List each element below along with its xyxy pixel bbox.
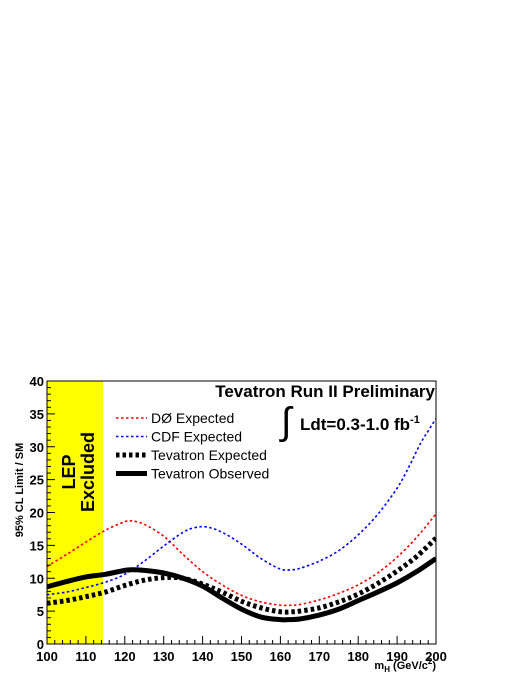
series-line-1 [47, 418, 436, 596]
x-tick-label: 200 [425, 649, 447, 664]
y-tick-label: 5 [37, 604, 44, 619]
x-tick-label: 130 [153, 649, 175, 664]
lep-excluded-label: LEP Excluded [59, 432, 98, 512]
legend-label-3: Tevatron Observed [151, 466, 269, 482]
x-axis-title-sup: 2 [428, 657, 433, 666]
x-axis-title-unit: (GeV/c [390, 660, 428, 672]
x-tick-label: 120 [114, 649, 136, 664]
x-tick-label: 170 [308, 649, 330, 664]
y-tick-label: 0 [37, 637, 44, 652]
x-tick-label: 140 [192, 649, 214, 664]
y-axis-title: 95% CL Limit / SM [14, 443, 26, 538]
legend-label-2: Tevatron Expected [151, 447, 267, 463]
x-tick-label: 110 [75, 649, 96, 664]
y-tick-label: 10 [30, 571, 44, 586]
lumi-text: Ldt=0.3-1.0 fb [300, 415, 410, 434]
y-tick-label: 30 [30, 440, 44, 455]
series-line-0 [47, 513, 436, 607]
series-line-3 [47, 556, 436, 623]
lep-label-line2: Excluded [78, 432, 98, 512]
y-tick-label: 20 [30, 506, 44, 521]
x-axis-title-sub: H [384, 665, 390, 674]
x-tick-label: 180 [347, 649, 369, 664]
y-tick-label: 40 [30, 374, 44, 389]
x-tick-label: 190 [386, 649, 408, 664]
x-tick-label: 150 [231, 649, 253, 664]
legend-label-1: CDF Expected [151, 429, 242, 445]
integral-symbol: ∫ [279, 401, 294, 443]
lumi-annotation: Ldt=0.3-1.0 fb-1 [300, 414, 420, 434]
legend-label-0: DØ Expected [151, 410, 234, 426]
y-tick-label: 25 [30, 473, 44, 488]
tick-labels: 100 110 120 130 140 150 160 170 180 190 200 0 5 10 15 2… [30, 374, 447, 664]
legend: DØ Expected CDF Expected Tevatron Expected… [116, 410, 269, 482]
y-tick-label: 15 [30, 538, 44, 553]
chart-title: Tevatron Run II Preliminary [215, 382, 435, 401]
lep-label-line1: LEP [59, 454, 79, 489]
series-line-2 [47, 536, 436, 615]
y-tick-label: 35 [30, 407, 44, 422]
x-axis-title-close: ) [432, 660, 436, 672]
lumi-superscript: -1 [410, 414, 420, 426]
series-lines [47, 418, 436, 623]
x-axis-title-main: m [374, 660, 384, 672]
x-tick-label: 100 [36, 649, 58, 664]
x-axis-title: mH (GeV/c2) [374, 657, 436, 674]
axis-ticks [46, 380, 437, 645]
x-tick-label: 160 [270, 649, 292, 664]
